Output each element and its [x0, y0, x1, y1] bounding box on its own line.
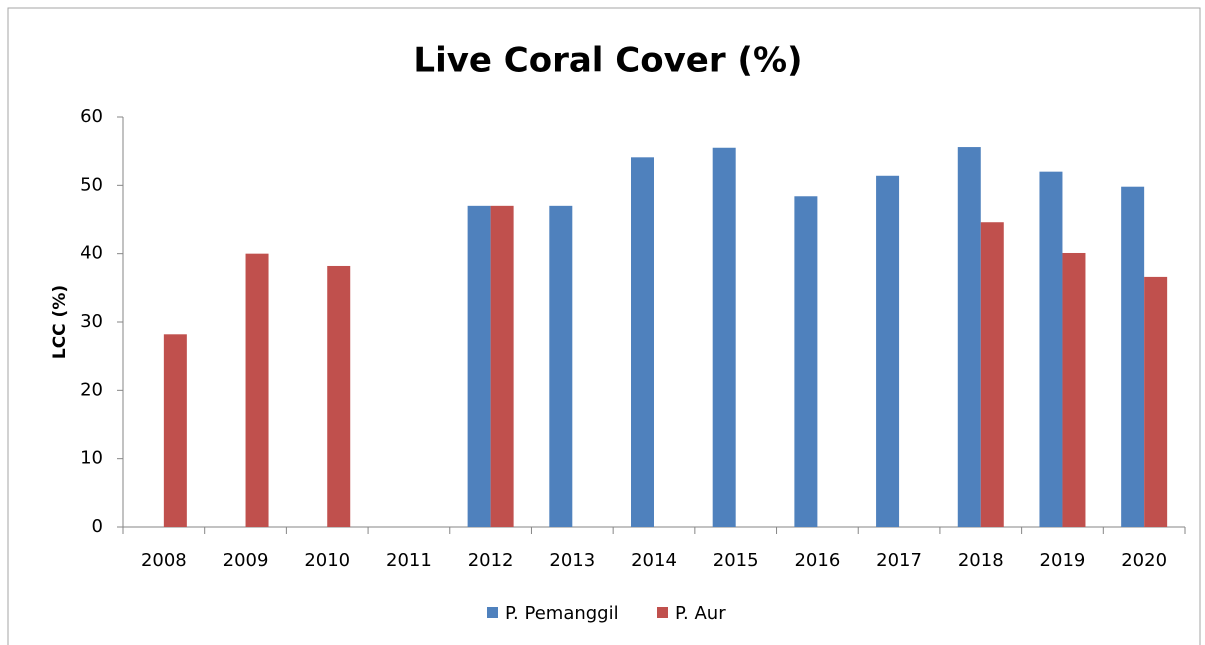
chart-frame: [7, 7, 1201, 645]
bar: [245, 253, 269, 527]
x-tick-label: 2013: [549, 550, 595, 571]
y-tick-label: 60: [80, 106, 103, 127]
x-tick-label: 2009: [223, 550, 269, 571]
bar: [1062, 252, 1086, 527]
legend-label: P. Pemanggil: [505, 603, 619, 624]
y-tick-label: 40: [80, 243, 103, 264]
bar: [1121, 186, 1145, 527]
x-tick-label: 2012: [468, 550, 514, 571]
legend-swatch: [657, 607, 668, 618]
y-axis-label: LCC (%): [50, 285, 70, 359]
x-tick-label: 2015: [713, 550, 759, 571]
legend-label: P. Aur: [675, 603, 726, 624]
x-tick-label: 2017: [876, 550, 922, 571]
x-tick-label: 2011: [386, 550, 432, 571]
bar: [327, 265, 351, 527]
bar: [549, 205, 573, 528]
bar: [876, 175, 900, 527]
bar: [1144, 276, 1168, 527]
y-tick-label: 30: [80, 311, 103, 332]
bar: [631, 157, 654, 528]
x-tick-label: 2018: [958, 550, 1004, 571]
bar: [490, 205, 514, 528]
bar: [794, 196, 818, 527]
bar: [467, 205, 491, 528]
y-tick-label: 50: [80, 174, 103, 195]
x-tick-label: 2010: [304, 550, 350, 571]
x-tick-label: 2020: [1121, 550, 1167, 571]
bar: [980, 222, 1004, 527]
x-tick-label: 2008: [141, 550, 187, 571]
y-tick-label: 0: [92, 516, 103, 537]
x-tick-label: 2019: [1040, 550, 1086, 571]
bar: [957, 147, 981, 528]
bar: [1039, 171, 1063, 527]
chart-title: Live Coral Cover (%): [413, 41, 802, 81]
y-tick-label: 10: [80, 448, 103, 469]
bar: [163, 334, 187, 527]
legend-swatch: [487, 607, 498, 618]
y-tick-label: 20: [80, 379, 103, 400]
x-tick-label: 2014: [631, 550, 677, 571]
x-tick-label: 2016: [794, 550, 840, 571]
bar: [712, 147, 736, 527]
